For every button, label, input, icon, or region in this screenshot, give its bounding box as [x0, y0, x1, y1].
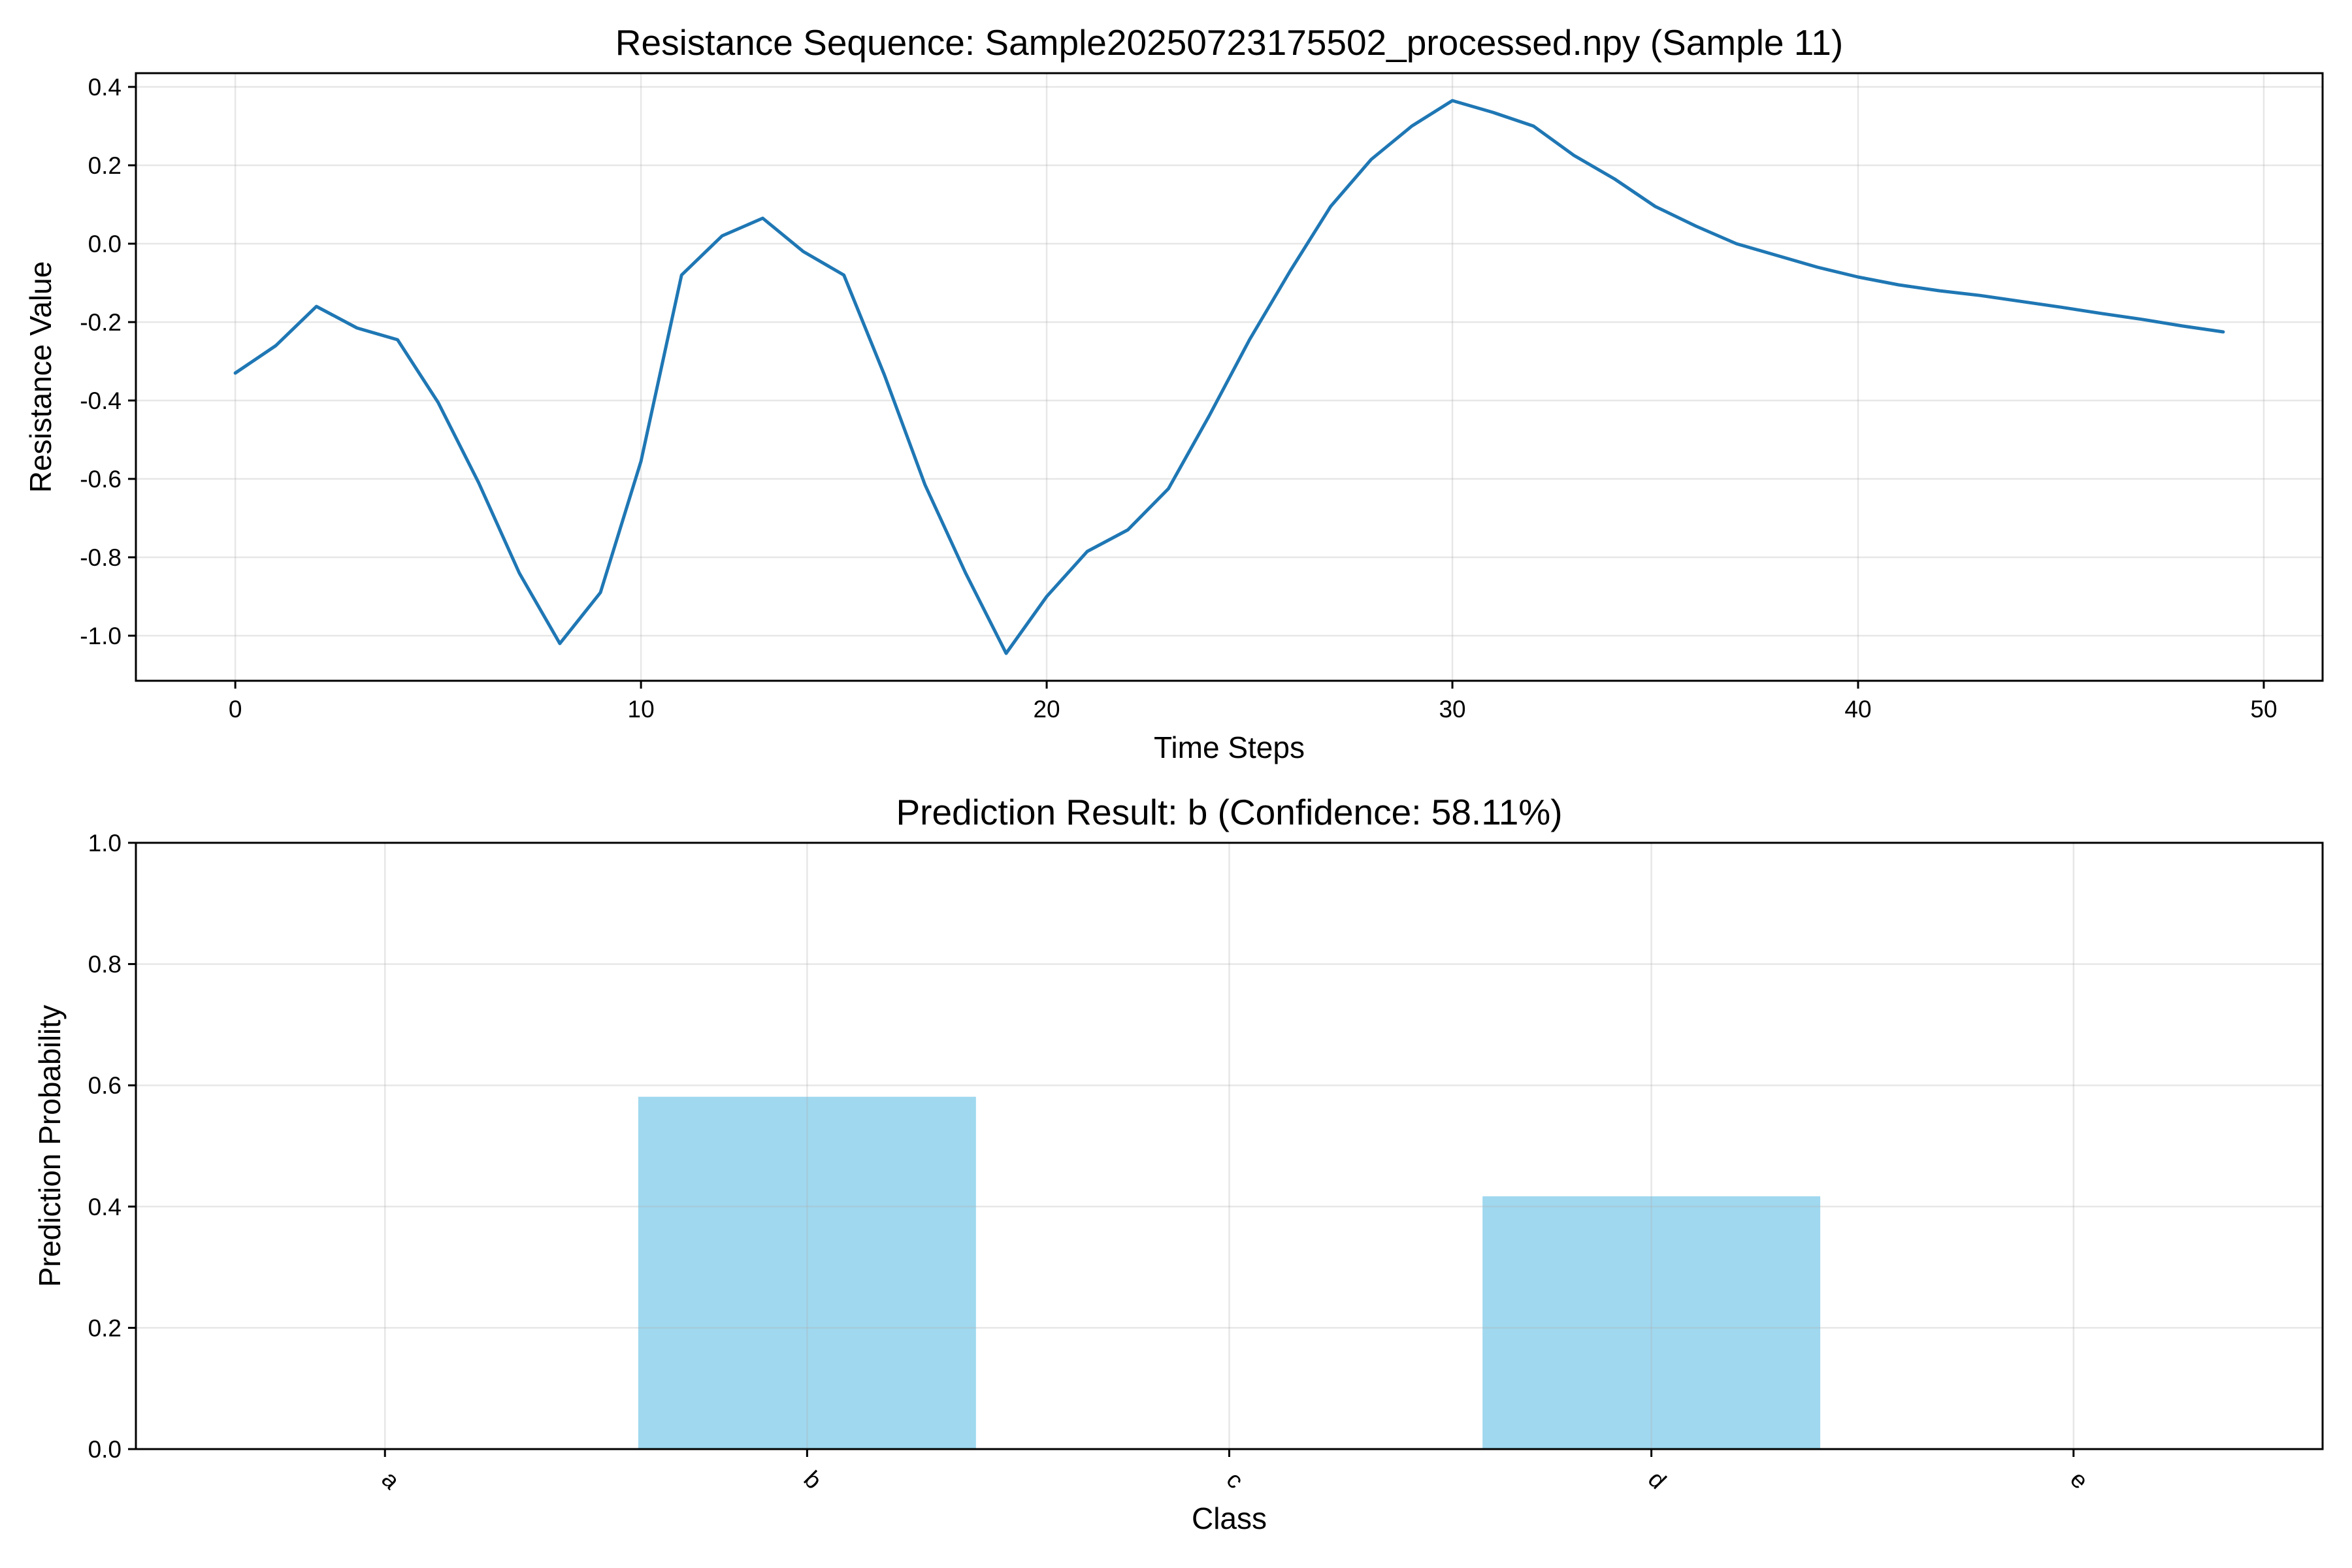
y-tick-label: 0.4	[88, 74, 122, 101]
bar-chart-y-axis-label: Prediction Probability	[33, 1005, 67, 1287]
y-tick-label: 0.2	[88, 152, 122, 179]
x-tick-label: 40	[1844, 696, 1871, 723]
y-tick-label: 1.0	[88, 830, 122, 857]
y-tick-label: 0.4	[88, 1194, 122, 1220]
line-chart-marks	[233, 99, 2225, 655]
line-chart-x-axis-label: Time Steps	[1154, 730, 1305, 764]
bar-d	[1482, 1196, 1821, 1449]
line-chart-title: Resistance Sequence: Sample2025072317550…	[615, 22, 1843, 63]
y-tick-label: -0.8	[80, 544, 122, 571]
y-tick-label: -1.0	[80, 623, 122, 649]
resistance-series-line	[233, 99, 2225, 655]
bar-chart-title: Prediction Result: b (Confidence: 58.11%…	[896, 792, 1562, 832]
y-tick-label: -0.6	[80, 466, 122, 493]
line-chart-grid	[136, 73, 2323, 681]
line-chart-y-axis-label: Resistance Value	[24, 261, 57, 493]
y-tick-label: -0.2	[80, 309, 122, 336]
bar-chart-marks	[638, 1096, 1821, 1449]
y-tick-label: 0.2	[88, 1315, 122, 1341]
bar-chart-x-axis-label: Class	[1192, 1501, 1267, 1535]
y-tick-label: 0.6	[88, 1072, 122, 1099]
y-tick-label: 0.0	[88, 231, 122, 257]
y-tick-label: 0.8	[88, 951, 122, 978]
x-tick-label: 20	[1033, 696, 1060, 723]
x-tick-label: 10	[628, 696, 655, 723]
x-tick-label: 0	[229, 696, 242, 723]
y-tick-label: -0.4	[80, 387, 122, 414]
x-tick-label: 30	[1439, 696, 1465, 723]
bar-chart-ticks: a b c d e0.00.20.40.60.81.0	[88, 830, 2094, 1494]
y-tick-label: 0.0	[88, 1436, 122, 1463]
prediction-bar-chart: a b c d e0.00.20.40.60.81.0 Prediction Resul…	[33, 792, 2324, 1535]
bar-b	[638, 1096, 976, 1449]
line-chart-frame	[135, 72, 2324, 682]
resistance-line-chart: 0 10 20 30 40 50 -1.0 -0.8 -0.6 -0.4 -0.2 0.0 0.2 0.4…	[24, 22, 2324, 764]
line-chart-ticks: 0 10 20 30 40 50 -1.0 -0.8 -0.6 -0.4 -0.2 0.0 0.2 0.4	[80, 74, 2277, 723]
x-tick-label: 50	[2250, 696, 2277, 723]
